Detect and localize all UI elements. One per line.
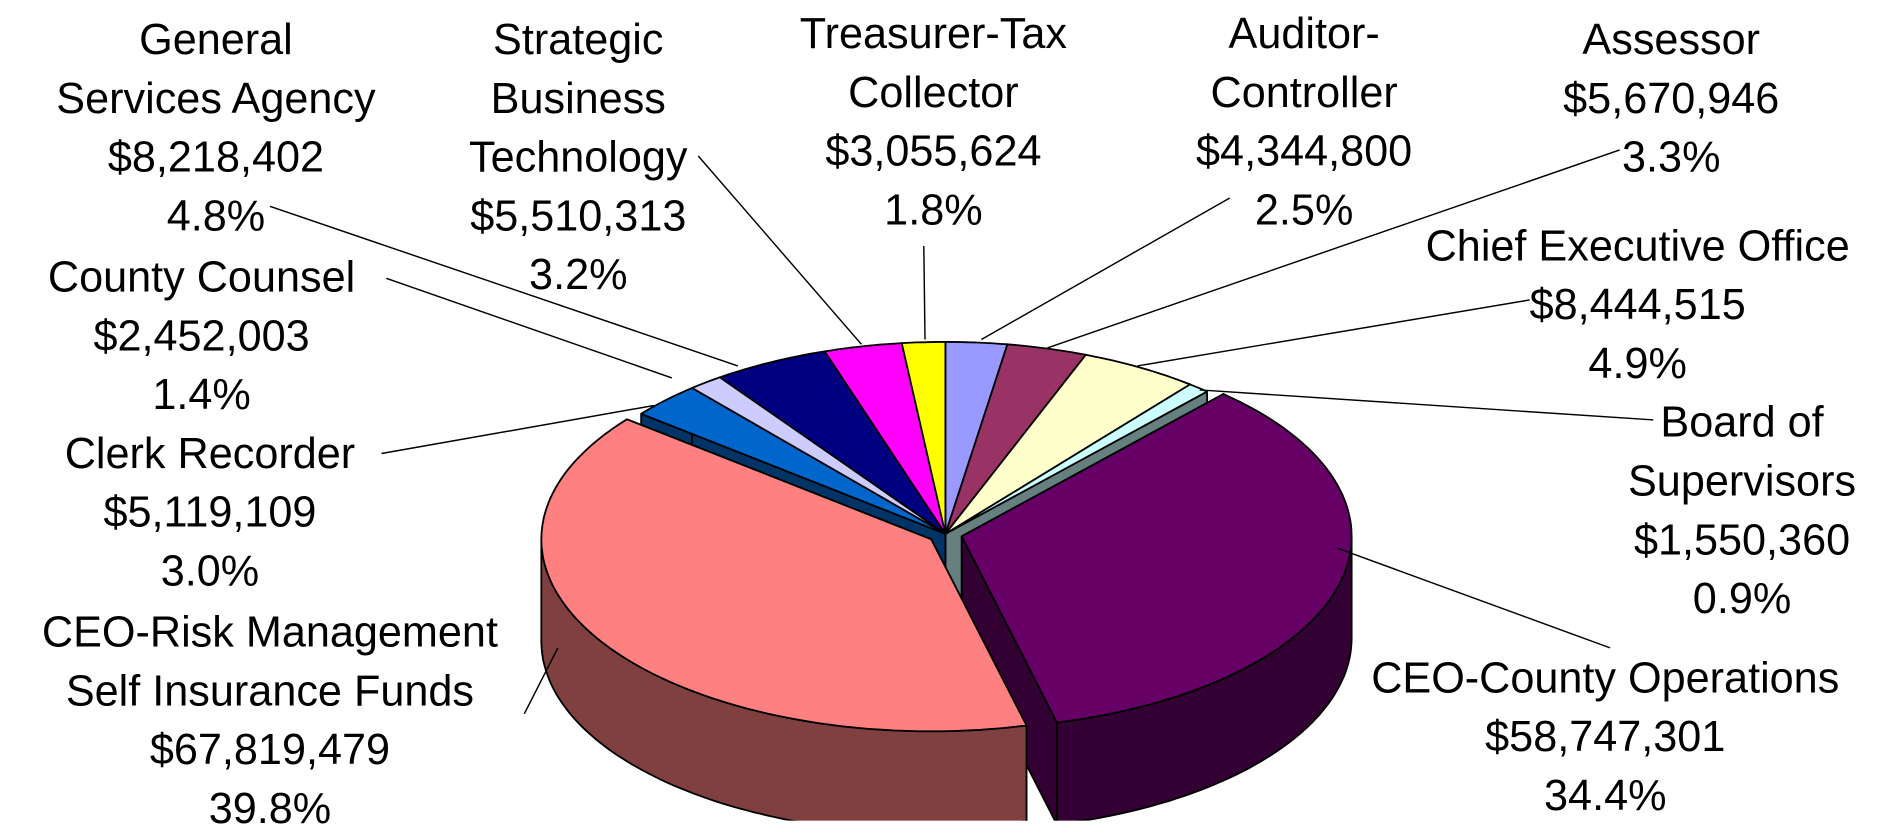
slice [944,383,1208,535]
leader-line [1047,149,1620,349]
value-label: $8,444,515 [1529,279,1746,329]
value-label: $5,510,313 [470,190,687,240]
name-line: Treasurer-Tax [799,8,1068,58]
name-line: CEO-Risk Management [41,607,498,657]
slice-label: Auditor- Controller $4,344,800 2.5% [944,4,1664,239]
leader-line [1199,389,1654,421]
slice [944,353,1192,535]
slice-label: General Services Agency $8,218,402 4.8% [0,10,576,245]
category-name: General Services Agency [0,10,576,128]
category-name: Assessor [1311,10,1880,69]
name-line: Collector [848,67,1019,117]
category-name: County Counsel [0,247,561,306]
slice [823,342,947,535]
name-line: Chief Executive Office [1425,220,1850,270]
category-name: Chief Executive Office [1278,216,1880,275]
name-line: Auditor- [1228,8,1380,58]
value-label: $8,218,402 [107,131,325,182]
slice-label: Board of Supervisors $1,550,360 0.9% [1382,392,1880,627]
value-label: $67,819,479 [149,724,391,774]
slice [900,341,947,535]
category-name: CEO-County Operations [1245,648,1880,707]
name-line: Clerk Recorder [64,428,356,478]
name-line: County Counsel [47,251,356,302]
category-name: Clerk Recorder [0,424,570,483]
percent-label: 2.5% [1254,184,1354,234]
slice [718,350,947,535]
category-name: CEO-Risk Management Self Insurance Funds [0,602,630,720]
slice-label: Chief Executive Office $8,444,515 4.9% [1278,216,1880,392]
name-line: Services Agency [56,73,376,123]
leader-line [1337,547,1611,649]
value-label: $3,055,624 [825,125,1042,176]
leader-line [923,245,926,340]
percent-label: 3.2% [529,249,628,299]
leader-line [1137,299,1530,367]
name-line: Technology [469,131,688,182]
leader-line [269,205,739,367]
percent-label: 4.9% [1588,338,1687,388]
leader-line [386,277,673,379]
slice [540,418,1028,733]
name-line: Assessor [1582,14,1761,64]
value-label: $2,452,003 [93,310,310,360]
leader-line [981,197,1231,341]
percent-label: 1.4% [152,369,251,419]
percent-label: 1.8% [884,184,983,234]
name-line: CEO-County Operations [1371,652,1840,702]
slice [691,376,947,535]
slice-label: Strategic Business Technology $5,510,313 3… [218,10,938,304]
percent-label: 3.3% [1622,131,1721,182]
slice-label: Treasurer-Tax Collector $3,055,624 1.8% [573,4,1293,239]
leader-line [381,404,654,455]
name-line: Business [490,73,666,123]
category-name: Treasurer-Tax Collector [573,4,1293,122]
percent-label: 4.8% [166,190,266,240]
slice [944,343,1087,535]
name-line: Self Insurance Funds [65,665,475,716]
slice-label: CEO-County Operations $58,747,301 34.4% [1245,648,1880,824]
value-label: $4,344,800 [1196,125,1413,176]
percent-label: 39.8% [208,783,332,833]
slice [960,393,1353,724]
name-line: Board of [1660,397,1824,447]
slice-label: Assessor $5,670,946 3.3% [1311,10,1880,186]
name-line: General [139,14,293,64]
slice-label: CEO-Risk Management Self Insurance Funds… [0,602,630,837]
category-name: Strategic Business Technology [218,10,938,186]
value-label: $5,119,109 [103,487,317,537]
percent-label: 34.4% [1544,770,1667,820]
name-line: Supervisors [1628,455,1857,506]
value-label: $58,747,301 [1485,711,1726,761]
category-name: Auditor- Controller [944,4,1664,122]
leader-line [697,155,862,345]
slice-label: County Counsel $2,452,003 1.4% [0,247,561,423]
percent-label: 3.0% [160,545,260,596]
leader-line [523,647,559,715]
slice-label: Clerk Recorder $5,119,109 3.0% [0,424,570,600]
name-line: Controller [1210,67,1398,117]
slice [640,387,947,535]
value-label: $1,550,360 [1633,514,1851,564]
name-line: Strategic [493,14,664,64]
percent-label: 0.9% [1692,573,1792,623]
category-name: Board of Supervisors [1382,392,1880,510]
value-label: $5,670,946 [1563,73,1780,123]
